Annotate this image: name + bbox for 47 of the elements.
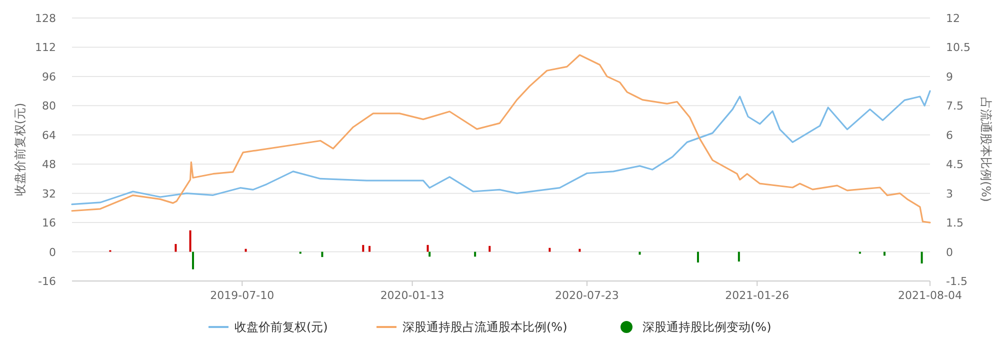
y2-axis-title: 占流通股本比例(%) [979,97,993,202]
bar [321,252,324,258]
y-tick-label: 96 [42,70,56,84]
bar [488,246,491,252]
y-tick-label: 112 [35,41,56,54]
bar [738,252,740,262]
y2-tick-label: 0 [946,246,953,259]
bar [884,252,886,256]
y-tick-label: -16 [38,275,56,288]
x-tick-label: 2020-07-23 [555,289,619,302]
legend-label: 深股通持股比例变动(%) [642,320,772,334]
bar [368,246,371,252]
y-axis-title: 收盘价前复权(元) [13,102,27,196]
bar [189,230,192,252]
bar [428,252,431,257]
y-tick-label: 32 [42,187,56,200]
bar [192,252,194,270]
bar [578,248,581,252]
bar [426,244,429,252]
y2-tick-label: 9 [946,70,953,84]
y2-tick-label: 7.5 [946,100,964,113]
bar [362,244,364,252]
x-tick-label: 2021-01-26 [725,289,790,302]
y2-tick-label: 3 [946,187,953,200]
bar [920,252,923,264]
y-tick-label: 128 [35,12,56,25]
legend-label: 收盘价前复权(元) [234,320,328,334]
y-tick-label: 0 [49,246,56,259]
y2-tick-label: 10.5 [946,41,970,54]
y-tick-label: 80 [42,100,56,113]
bar [174,244,177,252]
y2-tick-label: 4.5 [946,158,964,172]
bar [244,248,247,252]
bar [474,252,476,257]
bar [696,252,699,262]
y2-tick-label: 6 [946,128,953,142]
y-tick-label: 48 [42,158,56,172]
bar [548,248,551,252]
y2-tick-label: -1.5 [946,275,968,288]
y-tick-label: 64 [42,128,56,142]
x-tick-label: 2019-07-10 [210,289,274,302]
y2-tick-label: 1.5 [946,216,964,230]
y-tick-label: 16 [42,216,56,230]
x-tick-label: 2021-08-04 [898,289,962,302]
x-tick-label: 2020-01-13 [380,289,444,302]
y2-tick-label: 12 [946,12,960,25]
legend-label: 深股通持股占流通股本比例(%) [402,320,568,334]
